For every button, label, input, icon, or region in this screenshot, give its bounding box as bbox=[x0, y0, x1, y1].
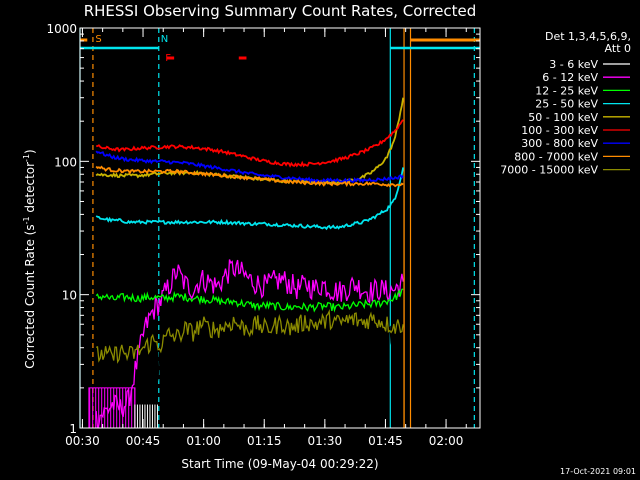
series-line-4 bbox=[95, 97, 405, 186]
series-line-0 bbox=[134, 276, 394, 425]
x-tick-label: 01:30 bbox=[308, 434, 343, 448]
legend-label-3: 25 - 50 keV bbox=[535, 98, 598, 111]
legend-header-detectors: Det 1,3,4,5,6,9, bbox=[545, 30, 631, 43]
series-line-2 bbox=[95, 288, 404, 313]
x-tick-label: 00:45 bbox=[126, 434, 161, 448]
x-axis-label: Start Time (09-May-04 00:29:22) bbox=[181, 457, 378, 471]
flag-label-s: S bbox=[95, 34, 101, 45]
legend-label-8: 7000 - 15000 keV bbox=[500, 164, 598, 177]
legend-label-2: 12 - 25 keV bbox=[535, 84, 598, 97]
x-tick-label: 02:00 bbox=[429, 434, 464, 448]
series-line-3 bbox=[95, 167, 405, 231]
plot-area: S NF 1 10 100 1000 00:30 00:45 01:00 01:15 01:30 01… bbox=[46, 22, 481, 448]
y-tick-label: 1000 bbox=[46, 22, 77, 36]
x-tick-label: 01:00 bbox=[186, 434, 221, 448]
generation-timestamp: 17-Oct-2021 09:01 bbox=[560, 467, 636, 476]
plot-frame bbox=[79, 27, 481, 429]
y-tick-label: 10 bbox=[62, 289, 77, 303]
flag-label-f: F bbox=[165, 53, 171, 64]
x-tick-label: 01:45 bbox=[368, 434, 403, 448]
y-axis-label: Corrected Count Rate (s-1 detector-1) bbox=[22, 149, 37, 368]
series-line-5 bbox=[95, 119, 404, 168]
y-axis-label-main: Corrected Count Rate (s bbox=[23, 224, 37, 368]
legend-header-attenuator: Att 0 bbox=[605, 42, 631, 55]
legend-label-1: 6 - 12 keV bbox=[542, 71, 598, 84]
y-axis-label-sup2: -1 bbox=[22, 154, 31, 162]
legend-label-0: 3 - 6 keV bbox=[549, 58, 598, 71]
y-axis-label-mid: detector bbox=[23, 162, 37, 217]
series-line-1 bbox=[95, 259, 404, 429]
x-tick-label: 00:30 bbox=[65, 434, 100, 448]
y-axis-label-end: ) bbox=[23, 149, 37, 154]
series-line-8 bbox=[95, 309, 404, 364]
flag-label-n: N bbox=[161, 34, 168, 45]
y-tick-label: 1 bbox=[69, 422, 77, 436]
series-line-6 bbox=[95, 150, 404, 184]
legend-label-5: 100 - 300 keV bbox=[521, 124, 598, 137]
chart-title: RHESSI Observing Summary Count Rates, Co… bbox=[84, 2, 477, 20]
y-tick-label: 100 bbox=[54, 155, 77, 169]
series-line-7 bbox=[95, 165, 404, 188]
x-tick-label: 01:15 bbox=[247, 434, 282, 448]
legend-label-6: 300 - 800 keV bbox=[521, 137, 598, 150]
legend-label-4: 50 - 100 keV bbox=[528, 111, 598, 124]
y-axis-label-sup1: -1 bbox=[22, 216, 31, 224]
legend-label-7: 800 - 7000 keV bbox=[514, 150, 598, 163]
